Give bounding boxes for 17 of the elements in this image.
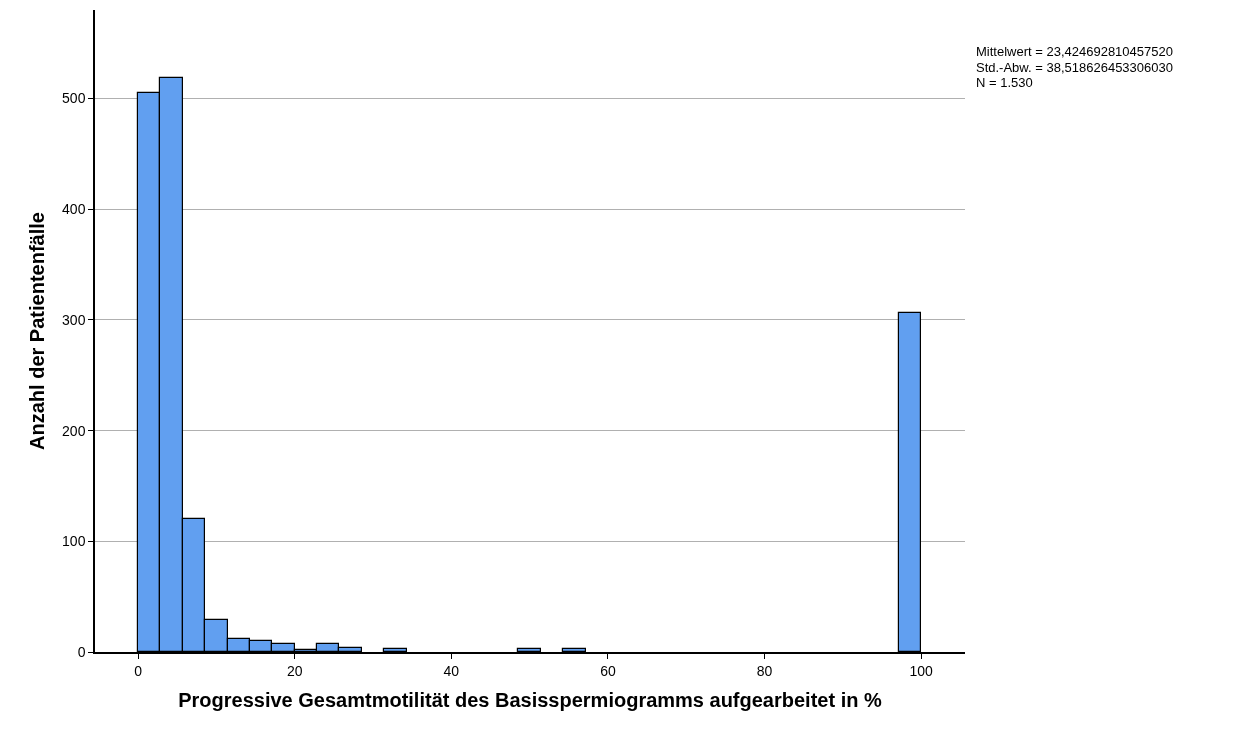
x-tick-label: 80 [756,662,773,679]
y-axis-title: Anzahl der Patientenfälle [26,212,49,450]
y-tick-label: 500 [62,90,86,107]
y-tick-label: 400 [62,201,86,218]
x-axis-title: Progressive Gesamtmotilität des Basisspermiogramms aufgearbeitet in % [178,688,882,711]
text: Mittelwert = 23,424692810457520 [976,44,1173,59]
x-tick-label: 0 [134,662,143,679]
y-tick-label: 100 [62,533,86,550]
x-tick-label: 60 [600,662,616,679]
x-tick-label: 40 [443,662,460,679]
y-tick-label: 0 [77,643,86,660]
x-tick-label: 100 [909,662,934,679]
x-tick-label: 20 [286,662,303,679]
y-tick-label: 300 [62,311,86,328]
text: N = 1.530 [976,75,1033,90]
y-tick-label: 200 [62,422,86,439]
text: Std.-Abw. = 38,518626453306030 [976,60,1173,75]
